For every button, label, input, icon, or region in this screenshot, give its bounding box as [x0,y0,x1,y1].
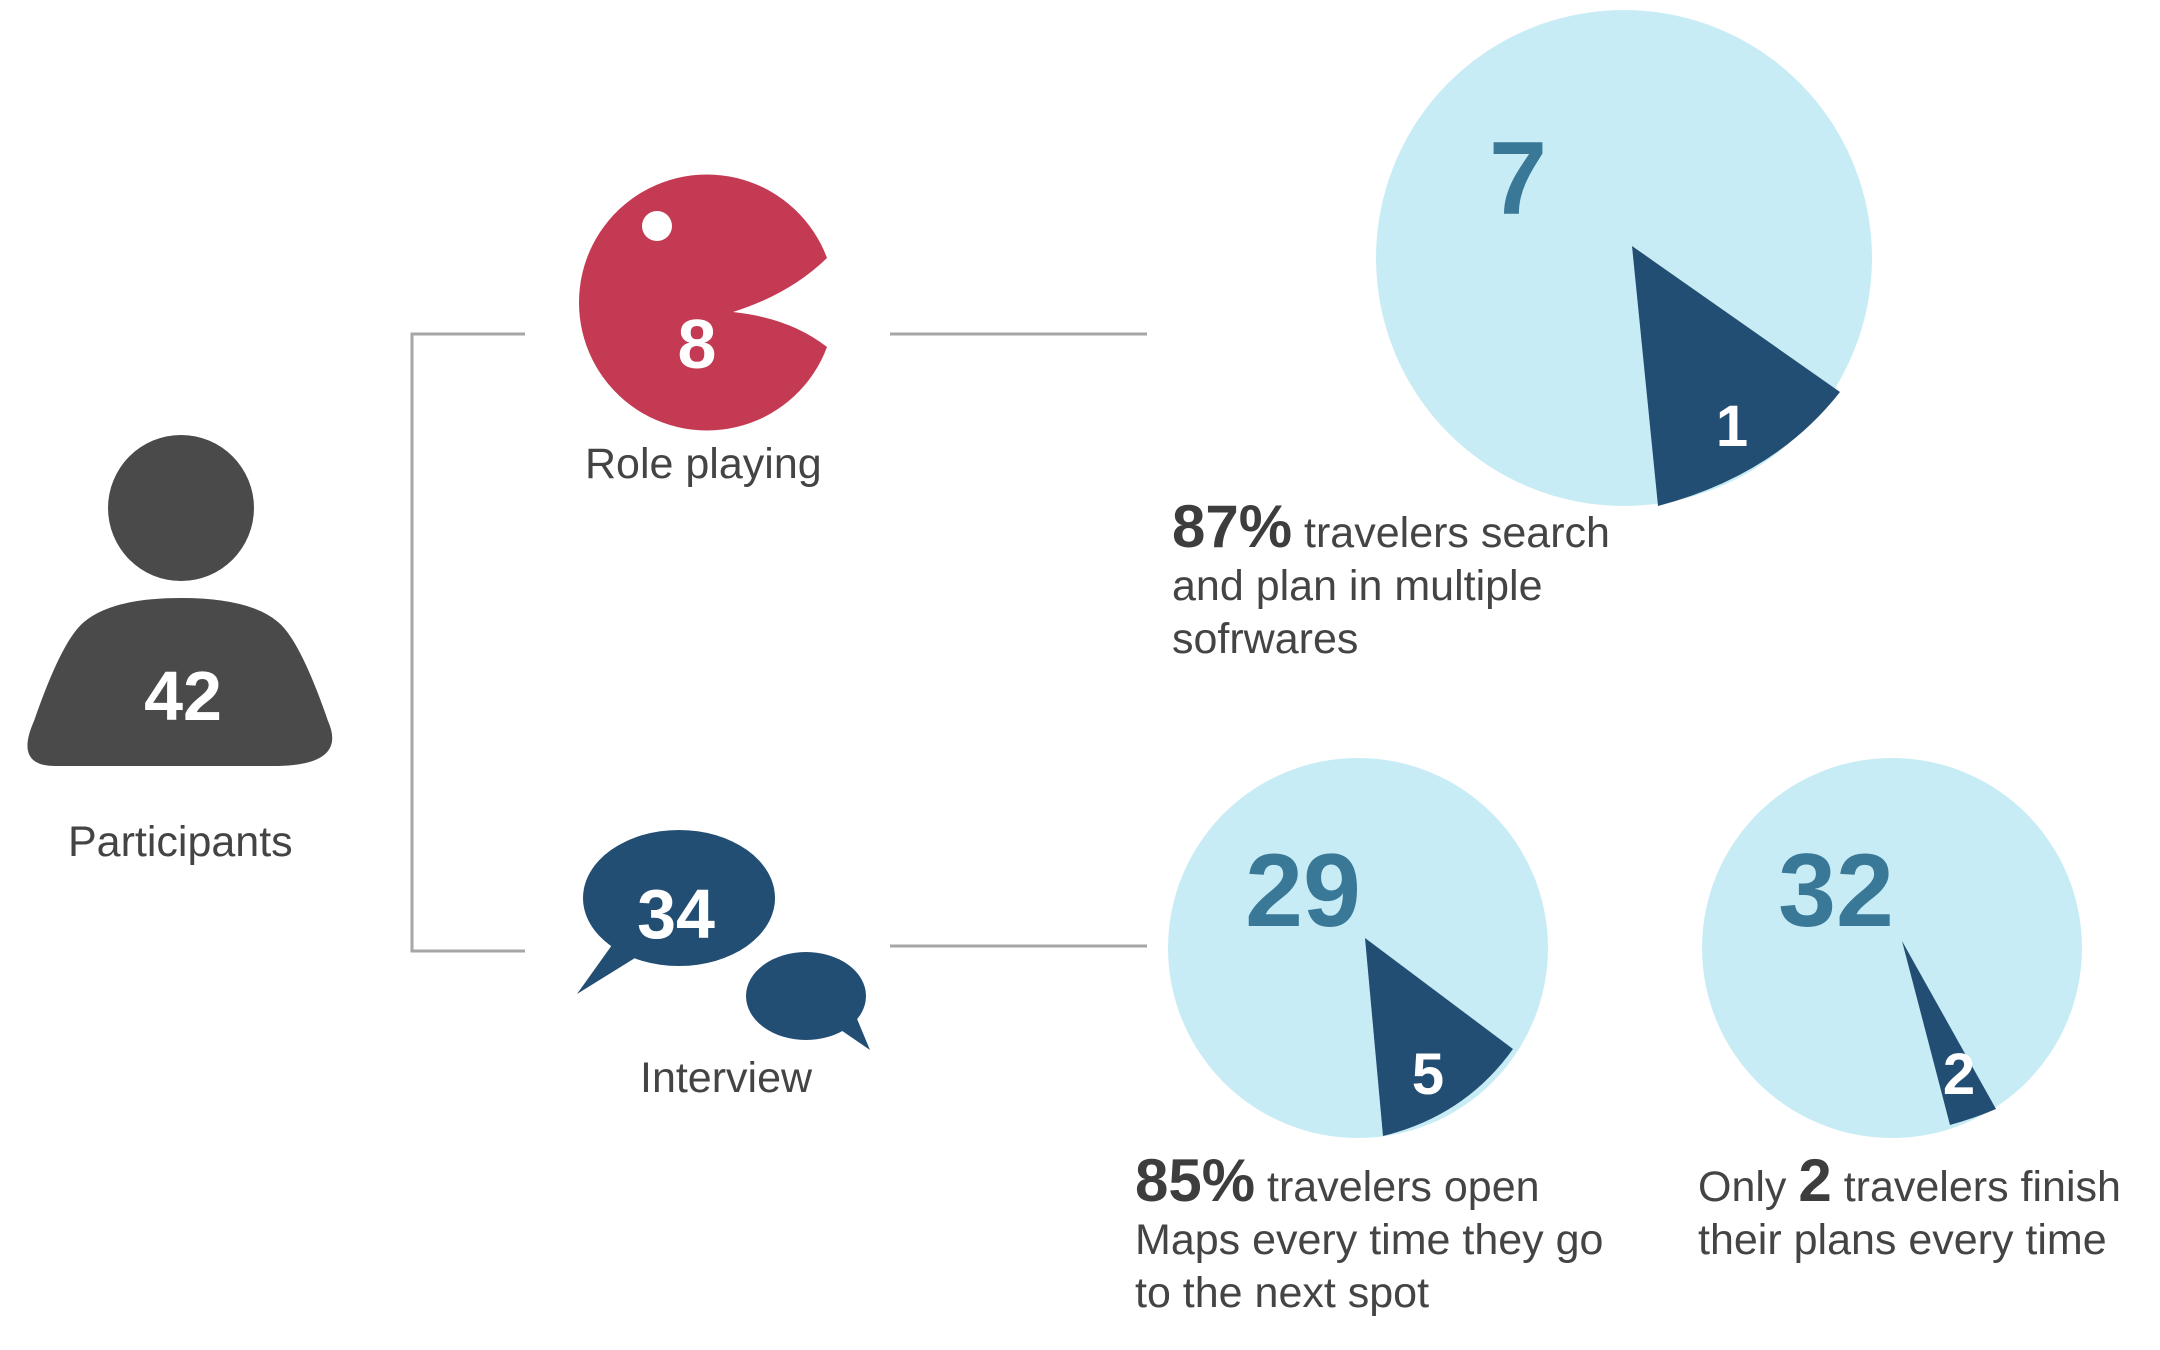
pie-interview-maps-big-number: 29 [1245,833,1361,949]
pie-role-playing-big-number: 7 [1489,121,1547,237]
caption-only2-text-1: travelers finish [1831,1163,2121,1211]
caption-85-line2: Maps every time they go [1135,1216,1604,1264]
pie-interview-finish [1702,758,2082,1138]
caption-only-2: Only 2 travelers finish their plans ever… [1698,1151,2148,1267]
caption-87-percent-value: 87% [1172,493,1293,560]
interview-label: Interview [640,1054,813,1102]
caption-85-line3: to the next spot [1135,1269,1430,1317]
caption-87-line1: 87% travelers search [1172,497,1632,560]
interview-count: 34 [637,875,715,953]
pie-role-playing-small-number: 1 [1716,394,1748,459]
pie-interview-finish-big-number: 32 [1778,833,1894,949]
role-playing-count: 8 [678,305,717,383]
caption-85-percent: 85% travelers open Maps every time they … [1135,1151,1655,1320]
speech-bubble-small-tail [835,1014,870,1050]
caption-87-line3: sofrwares [1172,615,1359,663]
person-body [27,598,333,766]
pacman-icon [578,174,827,431]
bracket-line [410,332,525,953]
role-playing-label: Role playing [585,440,822,488]
pie-role-playing [1376,10,1872,506]
pacman-eye [642,211,672,241]
speech-bubbles-icon [577,830,870,1050]
pie-interview-finish-slice [1902,941,1996,1125]
caption-87-percent: 87% travelers search and plan in multipl… [1172,497,1632,666]
connector-lines [410,332,1147,953]
caption-85-text-1: travelers open [1255,1163,1540,1211]
person-head [108,435,254,581]
pie-interview-maps [1168,758,1548,1138]
speech-bubble-large [583,830,775,966]
person-icon [27,435,333,766]
caption-85-line1: 85% travelers open [1135,1151,1655,1214]
caption-only2-pre: Only [1698,1163,1799,1211]
caption-only2-line1: Only 2 travelers finish [1698,1151,2148,1214]
pie-interview-maps-slice [1365,938,1513,1136]
caption-87-line2: and plan in multiple [1172,562,1543,610]
caption-only2-number: 2 [1798,1147,1832,1214]
caption-87-text-1: travelers search [1292,509,1610,557]
participants-count: 42 [144,657,222,735]
speech-bubble-small [746,952,866,1040]
pie-role-playing-slice [1632,246,1840,506]
pie-interview-finish-base [1702,758,2082,1138]
pacman-body [578,174,827,431]
pie-interview-finish-small-number: 2 [1943,1042,1975,1107]
speech-bubble-large-tail [577,945,635,994]
caption-85-percent-value: 85% [1135,1147,1256,1214]
pie-interview-maps-small-number: 5 [1412,1042,1444,1107]
participants-label: Participants [68,818,293,866]
caption-only2-line2: their plans every time [1698,1216,2107,1264]
